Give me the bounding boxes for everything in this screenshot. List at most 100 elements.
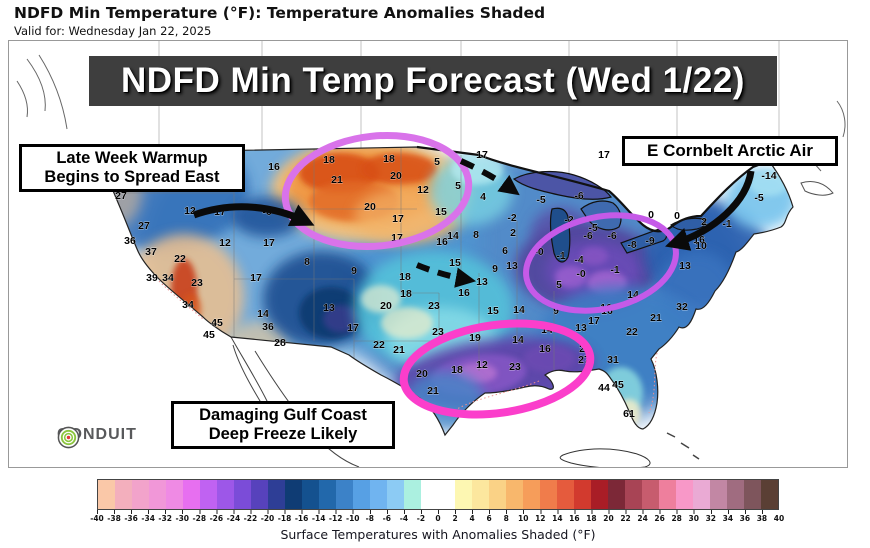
station-temp-label: 10: [695, 240, 707, 252]
station-temp-label: 45: [211, 317, 223, 329]
conduit-logo: CONDUIT: [57, 426, 137, 449]
colorbar-cell: [455, 480, 472, 509]
station-temp-label: 36: [262, 321, 274, 333]
station-temp-label: 17: [250, 272, 262, 284]
colorbar-tick-label: 34: [722, 514, 734, 523]
colorbar-cell: [438, 480, 455, 509]
station-temp-label: 2: [701, 216, 707, 228]
arctic-air-arrow: [665, 170, 755, 251]
station-temp-label: 32: [676, 301, 688, 313]
station-temp-label: 16: [458, 287, 470, 299]
colorbar-tick-label: 18: [586, 514, 597, 523]
colorbar-tick-label: -28: [192, 514, 207, 523]
station-temp-label: 18: [383, 153, 395, 165]
station-temp-label: 16: [268, 161, 280, 173]
warmup-arrow: [192, 203, 315, 226]
colorbar-tick-label: -30: [175, 514, 190, 523]
colorbar-cell: [591, 480, 608, 509]
colorbar-cell: [319, 480, 336, 509]
station-temp-label: 34: [182, 299, 194, 311]
colorbar-tick-label: 24: [637, 514, 648, 523]
colorbar-caption: Surface Temperatures with Anomalies Shad…: [280, 527, 596, 542]
station-temp-label: -1: [610, 264, 619, 276]
station-temp-label: 39: [146, 272, 158, 284]
callout-line: Late Week Warmup: [56, 149, 208, 167]
colorbar-tick-label: 28: [671, 514, 682, 523]
station-temp-label: 19: [469, 332, 481, 344]
colorbar-tick-label: -24: [226, 514, 241, 523]
colorbar-tick-label: 2: [452, 514, 458, 523]
colorbar-cell: [353, 480, 370, 509]
colorbar-cell: [251, 480, 268, 509]
colorbar-tick-label: -20: [260, 514, 275, 523]
callout-line: Begins to Spread East: [44, 167, 220, 186]
colorbar-cell: [200, 480, 217, 509]
dashed-arrow-lakes: [459, 158, 520, 196]
station-temp-label: 13: [506, 260, 518, 272]
station-temp-label: 5: [434, 156, 440, 168]
colorbar-cell: [98, 480, 115, 509]
station-temp-label: 27: [115, 190, 127, 202]
colorbar-tick-label: -12: [328, 514, 343, 523]
colorbar-tick-label: -22: [243, 514, 258, 523]
colorbar-cell: [336, 480, 353, 509]
station-temp-label: 14: [257, 308, 269, 320]
station-temp-label: 8: [304, 256, 310, 268]
station-temp-label: 18: [400, 288, 412, 300]
colorbar-cell: [234, 480, 251, 509]
colorbar-tick-label: -18: [277, 514, 292, 523]
station-temp-label: -4: [574, 254, 583, 266]
colorbar-tick-labels: -40 -38 -36 -34 -32 -30 -28 -26 -24 -22 -20 -18 -16-…: [90, 514, 784, 524]
conduit-bullseye-icon: [57, 426, 80, 449]
callout-gulf-deep-freeze: Damaging Gulf Coast Deep Freeze Likely: [171, 401, 395, 449]
colorbar-tick-label: 6: [486, 514, 492, 523]
station-temp-label: 5: [556, 279, 562, 291]
station-temp-label: -6: [607, 230, 616, 242]
station-temp-label: 0: [648, 209, 654, 221]
colorbar-cell: [268, 480, 285, 509]
colorbar-cell: [183, 480, 200, 509]
warmup-region-circle: [281, 131, 473, 251]
colorbar-tick-label: 4: [469, 514, 475, 523]
station-temp-label: 13: [476, 276, 488, 288]
station-temp-label: 31: [607, 354, 619, 366]
colorbar-cell: [744, 480, 761, 509]
station-temp-label: 15: [435, 206, 447, 218]
colorbar-tick-label: -8: [365, 514, 374, 523]
station-temp-label: 12: [417, 184, 429, 196]
station-temp-label: 20: [364, 201, 376, 213]
station-temp-label: 17: [588, 315, 600, 327]
station-temp-label: -0: [576, 268, 585, 280]
station-temp-label: -9: [645, 235, 654, 247]
colorbar-tick-label: -2: [416, 514, 426, 523]
station-temp-label: 5: [455, 180, 461, 192]
colorbar-cell: [693, 480, 710, 509]
station-temp-label: -6: [574, 190, 583, 202]
colorbar-cell: [370, 480, 387, 509]
colorbar-cell: [574, 480, 591, 509]
valid-time-label: Valid for: Wednesday Jan 22, 2025: [14, 24, 212, 38]
callout-line: Deep Freeze Likely: [208, 424, 358, 443]
station-temp-label: 45: [612, 379, 624, 391]
graphic-title: NDFD Min Temperature (°F): Temperature A…: [14, 4, 546, 22]
colorbar-cell: [404, 480, 421, 509]
colorbar-cell: [506, 480, 523, 509]
station-temp-label: 13: [575, 322, 587, 334]
coastal-hazard-dots: [158, 280, 658, 414]
station-temp-label: 20: [416, 368, 428, 380]
colorbar-tick-label: 40: [773, 514, 785, 523]
colorbar-tick-label: 14: [552, 514, 563, 523]
colorbar-cell: [761, 480, 778, 509]
colorbar-cell: [659, 480, 676, 509]
colorbar-cell: [115, 480, 132, 509]
station-temp-label: -5: [754, 192, 763, 204]
callout-line: Damaging Gulf Coast: [199, 406, 367, 424]
station-temp-label: 23: [191, 277, 203, 289]
station-temp-label: 14: [513, 304, 525, 316]
colorbar-cell: [166, 480, 183, 509]
headline-banner: NDFD Min Temp Forecast (Wed 1/22): [89, 56, 777, 106]
station-temp-label: 23: [428, 300, 440, 312]
colorbar-tick-label: -10: [345, 514, 360, 523]
station-temp-label: 21: [331, 174, 343, 186]
colorbar: [97, 479, 779, 510]
